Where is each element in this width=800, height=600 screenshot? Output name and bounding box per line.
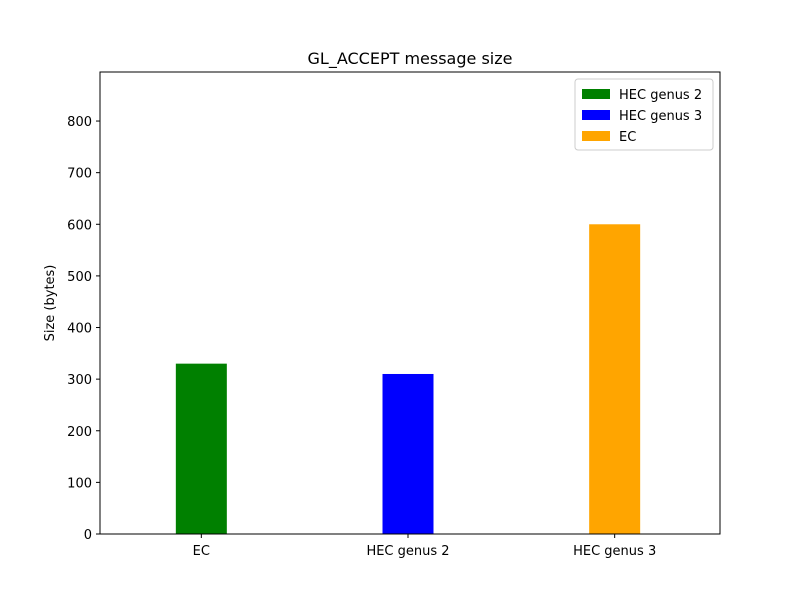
y-tick-label: 700 [67, 167, 92, 182]
x-axis-ticks: EC HEC genus 2 HEC genus 3 [193, 534, 656, 559]
bars-group [175, 224, 641, 534]
legend-label: EC [619, 130, 636, 145]
y-tick-label: 800 [67, 115, 92, 130]
chart-title: GL_ACCEPT message size [308, 49, 513, 69]
y-tick-label: 200 [67, 425, 92, 440]
legend-label: HEC genus 2 [619, 88, 702, 103]
x-tick-label: HEC genus 2 [366, 544, 449, 559]
bar-1 [175, 363, 227, 534]
y-tick-label: 500 [67, 270, 92, 285]
y-tick-label: 400 [67, 322, 92, 337]
legend-label: HEC genus 3 [619, 109, 702, 124]
legend-swatch [582, 110, 610, 120]
y-tick-label: 0 [84, 528, 92, 543]
y-tick-label: 100 [67, 476, 92, 491]
y-tick-label: 600 [67, 218, 92, 233]
x-tick-label: HEC genus 3 [573, 544, 656, 559]
bar-2 [382, 373, 434, 534]
bar-3 [589, 224, 641, 534]
legend-swatch [582, 89, 610, 99]
y-tick-label: 300 [67, 373, 92, 388]
plot-frame [99, 71, 721, 535]
legend-swatch [582, 131, 610, 141]
x-tick-label: EC [193, 544, 210, 559]
y-axis-ticks: 0 100 200 300 400 500 600 700 800 [67, 115, 100, 543]
y-axis-title: Size (bytes) [43, 265, 58, 342]
legend: HEC genus 2 HEC genus 3 EC [574, 78, 714, 151]
